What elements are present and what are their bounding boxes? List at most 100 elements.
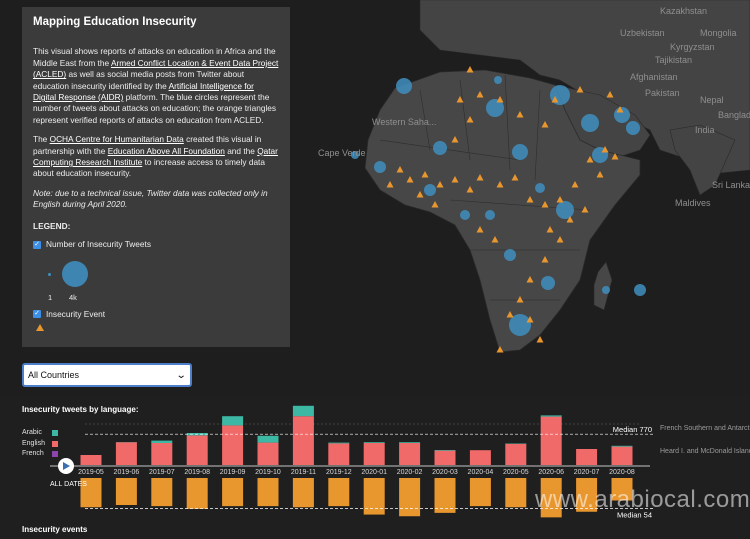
tweet-circle[interactable] — [424, 184, 436, 196]
event-triangle[interactable] — [476, 226, 484, 233]
event-triangle[interactable] — [511, 174, 519, 181]
tweet-bar-arabic[interactable] — [328, 442, 350, 444]
tweet-circle[interactable] — [634, 284, 646, 296]
event-triangle[interactable] — [541, 121, 549, 128]
event-triangle[interactable] — [466, 66, 474, 73]
event-triangle[interactable] — [571, 181, 579, 188]
event-bar[interactable] — [399, 478, 421, 517]
eaa-link[interactable]: Education Above All Foundation — [107, 145, 225, 156]
event-bar[interactable] — [186, 478, 208, 509]
event-triangle[interactable] — [566, 216, 574, 223]
event-bar[interactable] — [576, 478, 598, 512]
tweet-bar-arabic[interactable] — [151, 440, 173, 443]
event-triangle[interactable] — [541, 201, 549, 208]
event-triangle[interactable] — [436, 181, 444, 188]
tweet-bar-arabic[interactable] — [222, 416, 244, 426]
tweet-bar-arabic[interactable] — [611, 445, 633, 447]
tweet-bar-english[interactable] — [469, 450, 491, 465]
event-triangle[interactable] — [386, 181, 394, 188]
event-triangle[interactable] — [496, 96, 504, 103]
event-bar[interactable] — [434, 478, 456, 513]
tweet-bar-arabic[interactable] — [540, 415, 562, 417]
event-triangle[interactable] — [476, 91, 484, 98]
event-triangle[interactable] — [496, 346, 504, 353]
tweet-bar-english[interactable] — [611, 446, 633, 465]
event-triangle[interactable] — [466, 116, 474, 123]
tweets-checkbox[interactable]: ✓ — [33, 240, 41, 249]
tweets-toggle[interactable]: ✓ Number of Insecurity Tweets — [33, 239, 279, 250]
tweet-bar-english[interactable] — [151, 443, 173, 465]
event-triangle[interactable] — [466, 186, 474, 193]
tweet-bar-english[interactable] — [505, 443, 527, 465]
event-bar[interactable] — [222, 478, 244, 507]
event-triangle[interactable] — [601, 146, 609, 153]
tweet-circle[interactable] — [351, 151, 359, 159]
timeline-chart[interactable]: 2019-05 2019-06 2019-07 2019-08 2019-09 2019-… — [0, 395, 750, 539]
tweet-bar-english[interactable] — [257, 442, 279, 465]
tweet-circle[interactable] — [460, 210, 470, 220]
event-triangle[interactable] — [526, 196, 534, 203]
tweet-bar-english[interactable] — [186, 435, 208, 465]
event-bar[interactable] — [257, 478, 279, 507]
event-triangle[interactable] — [586, 156, 594, 163]
event-triangle[interactable] — [541, 256, 549, 263]
event-triangle[interactable] — [431, 201, 439, 208]
event-triangle[interactable] — [576, 86, 584, 93]
tweet-bar-arabic[interactable] — [292, 405, 314, 417]
tweet-bar-english[interactable] — [540, 416, 562, 465]
event-triangle[interactable] — [406, 176, 414, 183]
event-triangle[interactable] — [451, 176, 459, 183]
event-triangle[interactable] — [516, 111, 524, 118]
event-triangle[interactable] — [606, 91, 614, 98]
event-triangle[interactable] — [556, 236, 564, 243]
event-triangle[interactable] — [551, 96, 559, 103]
tweet-bar-arabic[interactable] — [434, 450, 456, 451]
tweet-circle[interactable] — [512, 144, 528, 160]
tweet-circle[interactable] — [614, 107, 630, 123]
event-triangle[interactable] — [526, 316, 534, 323]
event-bar[interactable] — [292, 478, 314, 508]
tweet-circle[interactable] — [374, 161, 386, 173]
tweet-bar-english[interactable] — [80, 455, 102, 465]
event-triangle[interactable] — [596, 171, 604, 178]
tweet-bar-english[interactable] — [222, 425, 244, 465]
event-bar[interactable] — [540, 478, 562, 518]
tweet-circle[interactable] — [433, 141, 447, 155]
event-triangle[interactable] — [616, 106, 624, 113]
event-bar[interactable] — [151, 478, 173, 507]
event-triangle[interactable] — [536, 336, 544, 343]
tweet-circle[interactable] — [535, 183, 545, 193]
tweet-circle[interactable] — [602, 286, 610, 294]
tweet-bar-english[interactable] — [292, 416, 314, 465]
event-triangle[interactable] — [581, 206, 589, 213]
events-checkbox[interactable]: ✓ — [33, 310, 41, 319]
event-triangle[interactable] — [491, 236, 499, 243]
tweet-bar-english[interactable] — [434, 450, 456, 465]
tweet-circle[interactable] — [486, 99, 504, 117]
event-triangle[interactable] — [496, 181, 504, 188]
event-bar[interactable] — [611, 478, 633, 501]
event-bar[interactable] — [505, 478, 527, 508]
tweet-bar-english[interactable] — [576, 449, 598, 465]
tweet-circle[interactable] — [396, 78, 412, 94]
acled-link[interactable]: Armed Conflict Location & Event Data Pro… — [33, 57, 279, 80]
tweet-circle[interactable] — [494, 76, 502, 84]
event-triangle[interactable] — [476, 174, 484, 181]
country-select[interactable]: All Countries ⌄ — [22, 363, 192, 387]
tweet-bar-english[interactable] — [328, 443, 350, 465]
tweet-bar-english[interactable] — [363, 443, 385, 465]
tweet-circle[interactable] — [556, 201, 574, 219]
tweet-circle[interactable] — [509, 314, 531, 336]
event-triangle[interactable] — [516, 296, 524, 303]
tweet-bar-arabic[interactable] — [257, 435, 279, 443]
event-triangle[interactable] — [451, 136, 459, 143]
event-bar[interactable] — [115, 478, 137, 505]
qcri-link[interactable]: Qatar Computing Research Institute — [33, 145, 278, 168]
tweet-circle[interactable] — [541, 276, 555, 290]
tweet-circle[interactable] — [485, 210, 495, 220]
event-bar[interactable] — [363, 478, 385, 515]
event-triangle[interactable] — [526, 276, 534, 283]
event-triangle[interactable] — [416, 191, 424, 198]
tweet-circle[interactable] — [626, 121, 640, 135]
tweet-bar-english[interactable] — [115, 442, 137, 465]
